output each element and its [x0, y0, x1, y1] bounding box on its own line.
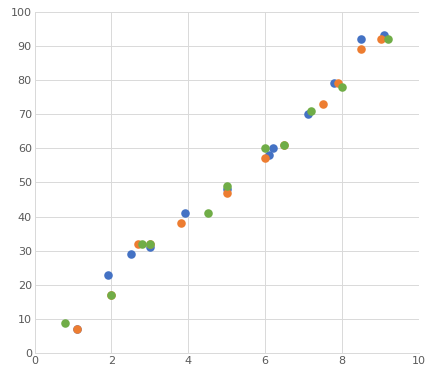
- Point: [62, 319, 69, 326]
- Point: [331, 80, 338, 86]
- Point: [223, 186, 230, 192]
- Point: [262, 145, 269, 151]
- Point: [177, 220, 184, 227]
- Point: [223, 183, 230, 189]
- Point: [104, 271, 111, 278]
- Point: [73, 326, 80, 333]
- Point: [127, 251, 134, 257]
- Point: [381, 32, 388, 38]
- Point: [135, 241, 142, 247]
- Point: [73, 326, 80, 333]
- Point: [270, 145, 276, 151]
- Point: [146, 241, 153, 247]
- Point: [335, 80, 342, 86]
- Point: [108, 292, 115, 298]
- Point: [108, 292, 115, 298]
- Point: [146, 241, 153, 247]
- Point: [266, 152, 273, 158]
- Point: [181, 210, 188, 216]
- Point: [204, 210, 211, 216]
- Point: [146, 244, 153, 250]
- Point: [281, 142, 288, 148]
- Point: [358, 36, 365, 42]
- Point: [358, 46, 365, 52]
- Point: [385, 36, 392, 42]
- Point: [308, 108, 315, 114]
- Point: [139, 241, 146, 247]
- Point: [304, 111, 311, 117]
- Point: [339, 84, 346, 90]
- Point: [377, 36, 384, 42]
- Point: [281, 142, 288, 148]
- Point: [223, 190, 230, 196]
- Point: [262, 156, 269, 162]
- Point: [319, 101, 327, 107]
